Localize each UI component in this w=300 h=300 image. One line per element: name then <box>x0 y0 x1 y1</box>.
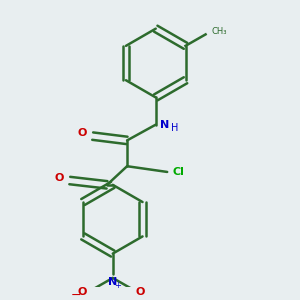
Text: N: N <box>108 277 117 286</box>
Text: CH₃: CH₃ <box>211 27 227 36</box>
Text: Cl: Cl <box>173 167 185 177</box>
Text: H: H <box>172 122 179 133</box>
Text: O: O <box>55 173 64 183</box>
Text: O: O <box>78 128 87 138</box>
Text: N: N <box>160 120 169 130</box>
Text: +: + <box>114 281 121 290</box>
Text: O: O <box>78 287 87 297</box>
Text: −: − <box>71 289 81 300</box>
Text: O: O <box>136 287 145 297</box>
